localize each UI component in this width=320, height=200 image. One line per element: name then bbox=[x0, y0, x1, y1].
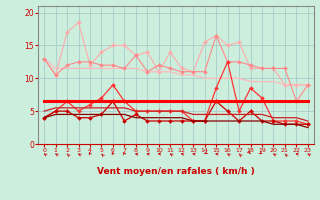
X-axis label: Vent moyen/en rafales ( km/h ): Vent moyen/en rafales ( km/h ) bbox=[97, 167, 255, 176]
